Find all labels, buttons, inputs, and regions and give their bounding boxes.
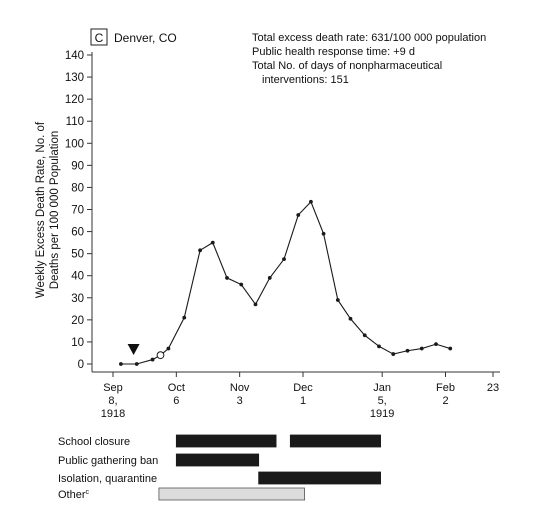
series-layer xyxy=(119,199,453,366)
x-tick-label: 3 xyxy=(237,395,243,407)
panel-letter: C xyxy=(95,31,104,45)
y-tick-label: 40 xyxy=(71,271,84,283)
intervention-label: Otherc xyxy=(58,489,90,501)
intervention-bars: School closure Public gathering ban Isolat… xyxy=(58,434,381,501)
intervention-label: Public gathering ban xyxy=(58,455,158,467)
y-tick-label: 100 xyxy=(65,138,84,150)
y-tick-label: 0 xyxy=(78,359,84,371)
y-tick-label: 60 xyxy=(71,227,84,239)
data-point xyxy=(119,362,123,366)
info-days-npi-line1: Total No. of days of nonpharmaceutical xyxy=(252,60,442,72)
x-tick-label: 1 xyxy=(300,395,306,407)
intervention-label: School closure xyxy=(58,436,130,448)
x-tick-label: Sep xyxy=(103,382,123,394)
info-days-npi-line2: interventions: 151 xyxy=(262,74,349,86)
y-tick-label: 120 xyxy=(65,94,84,106)
data-point xyxy=(448,346,453,351)
series-line xyxy=(120,200,451,365)
data-point xyxy=(198,248,202,253)
y-tick-label: 20 xyxy=(71,315,84,327)
data-point xyxy=(377,344,381,349)
y-tick-label: 10 xyxy=(71,337,84,349)
x-tick-label: Feb xyxy=(436,382,455,394)
data-point xyxy=(405,348,410,353)
info-response-time: Public health response time: +9 d xyxy=(252,46,415,58)
x-tick-label: Nov xyxy=(230,382,250,394)
data-point xyxy=(182,315,187,320)
y-tick-label: 110 xyxy=(66,116,84,128)
data-point xyxy=(434,342,438,347)
y-tick-label: 140 xyxy=(65,50,84,62)
data-point xyxy=(239,282,244,287)
intervention-bar-segment xyxy=(158,487,305,501)
intervention-label: Isolation, quarantine xyxy=(58,473,157,485)
x-tick-label: 2 xyxy=(442,395,448,407)
panel-city-title: Denver, CO xyxy=(114,31,177,45)
first-case-triangle-marker xyxy=(127,344,140,355)
y-tick-label: 80 xyxy=(71,182,84,194)
data-point xyxy=(253,302,258,307)
info-excess-death-rate: Total excess death rate: 631/100 000 pop… xyxy=(252,32,486,44)
data-point xyxy=(419,346,424,351)
y-tick-label: 30 xyxy=(71,293,84,305)
y-ticks: 0 10 20 30 40 50 60 70 80 90 100 110 120 130 140 xyxy=(65,50,92,371)
intervention-bar-segment xyxy=(175,453,260,467)
x-tick-label: 8, xyxy=(108,395,117,407)
x-tick-label: Jan xyxy=(373,382,391,394)
y-axis-title-line1: Weekly Excess Death Rate, No. of xyxy=(35,121,47,298)
x-tick-label: 23 xyxy=(487,382,499,394)
data-point xyxy=(348,316,353,321)
data-point xyxy=(166,346,171,351)
data-point xyxy=(134,362,139,366)
data-point xyxy=(267,276,272,280)
response-open-circle-marker xyxy=(156,351,165,360)
marker-layer xyxy=(127,344,165,360)
x-tick-label: 1918 xyxy=(101,408,125,420)
panel-letter-box xyxy=(90,28,108,46)
data-point xyxy=(321,231,326,236)
data-point xyxy=(282,257,286,262)
x-tick-label: 6 xyxy=(173,395,179,407)
y-tick-label: 130 xyxy=(65,72,84,84)
data-point xyxy=(210,240,215,245)
data-point xyxy=(296,213,301,217)
data-point xyxy=(362,333,367,338)
x-tick-label: Oct xyxy=(168,382,185,394)
y-tick-label: 50 xyxy=(71,249,84,261)
intervention-bar-segment xyxy=(289,434,381,448)
data-point xyxy=(391,352,396,356)
data-point xyxy=(150,357,155,362)
intervention-bar-segment xyxy=(175,434,277,448)
data-point xyxy=(309,199,313,204)
y-axis-title: Weekly Excess Death Rate, No. of Deaths … xyxy=(35,121,61,298)
x-tick-label: 5, xyxy=(378,395,387,407)
data-point xyxy=(335,298,340,302)
y-tick-label: 70 xyxy=(71,205,84,217)
data-point xyxy=(225,276,229,280)
y-axis-title-line2: Deaths per 100 000 Population xyxy=(49,131,61,290)
x-tick-label: Dec xyxy=(293,382,313,394)
intervention-bar-segment xyxy=(258,471,381,485)
x-tick-label: 1919 xyxy=(370,408,394,420)
y-tick-label: 90 xyxy=(71,160,84,172)
